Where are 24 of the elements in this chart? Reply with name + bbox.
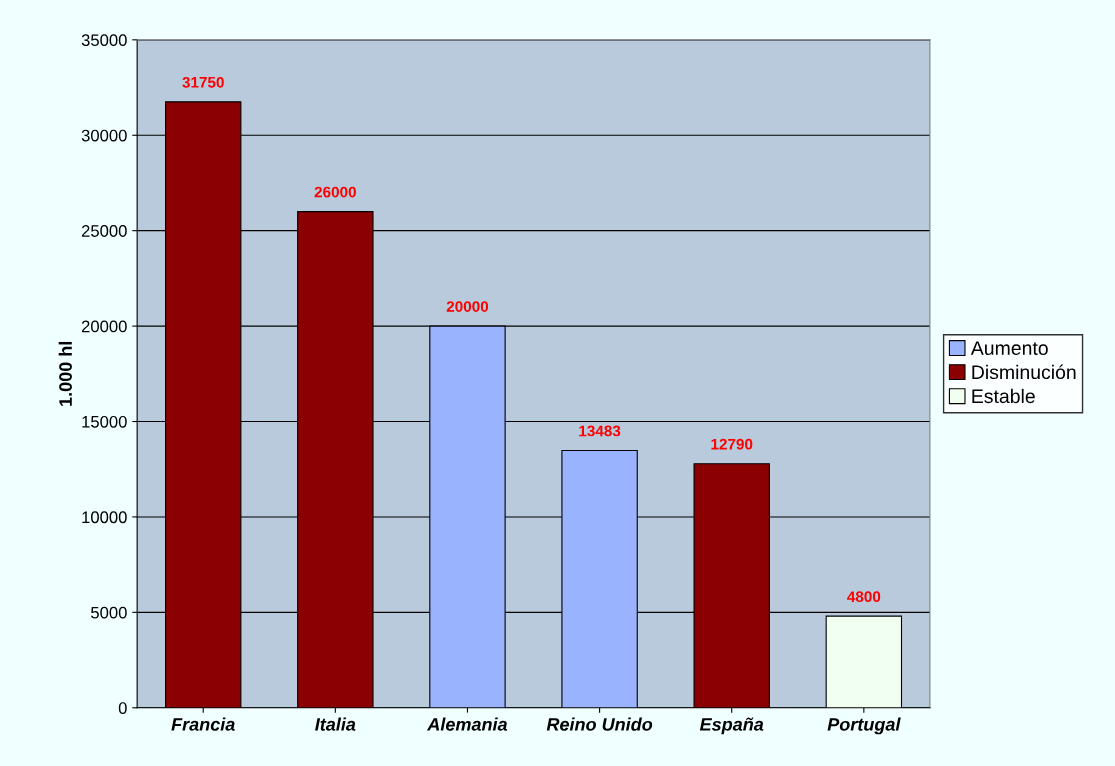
data-label: 12790 bbox=[711, 438, 753, 450]
x-tick-label: Reino Unido bbox=[546, 717, 653, 731]
legend-label: Estable bbox=[972, 388, 1035, 404]
x-tick-label: Portugal bbox=[827, 717, 901, 735]
y-axis-title: 1.000 hl bbox=[58, 341, 72, 406]
data-label: 13483 bbox=[579, 425, 621, 437]
y-tick-label: 0 bbox=[118, 702, 127, 714]
y-tick-label: 25000 bbox=[81, 225, 127, 237]
legend-label: Aumento bbox=[970, 341, 1048, 356]
y-tick-label: 15000 bbox=[82, 415, 127, 428]
x-tick-label: Francia bbox=[171, 717, 235, 731]
data-label: 26000 bbox=[314, 186, 356, 198]
y-tick-label: 30000 bbox=[81, 129, 127, 142]
data-label: 4800 bbox=[847, 591, 881, 603]
data-label: 20000 bbox=[446, 301, 489, 312]
legend-label: Disminución bbox=[972, 364, 1076, 380]
y-tick-label: 20000 bbox=[81, 320, 127, 333]
data-label: 31750 bbox=[182, 76, 224, 88]
y-tick-label: 10000 bbox=[82, 511, 127, 524]
y-tick-label: 5000 bbox=[91, 606, 127, 619]
y-tick-label: 35000 bbox=[81, 34, 127, 47]
x-tick-label: España bbox=[699, 717, 764, 735]
x-tick-label: Italia bbox=[315, 717, 356, 731]
x-tick-label: Alemania bbox=[426, 717, 508, 731]
